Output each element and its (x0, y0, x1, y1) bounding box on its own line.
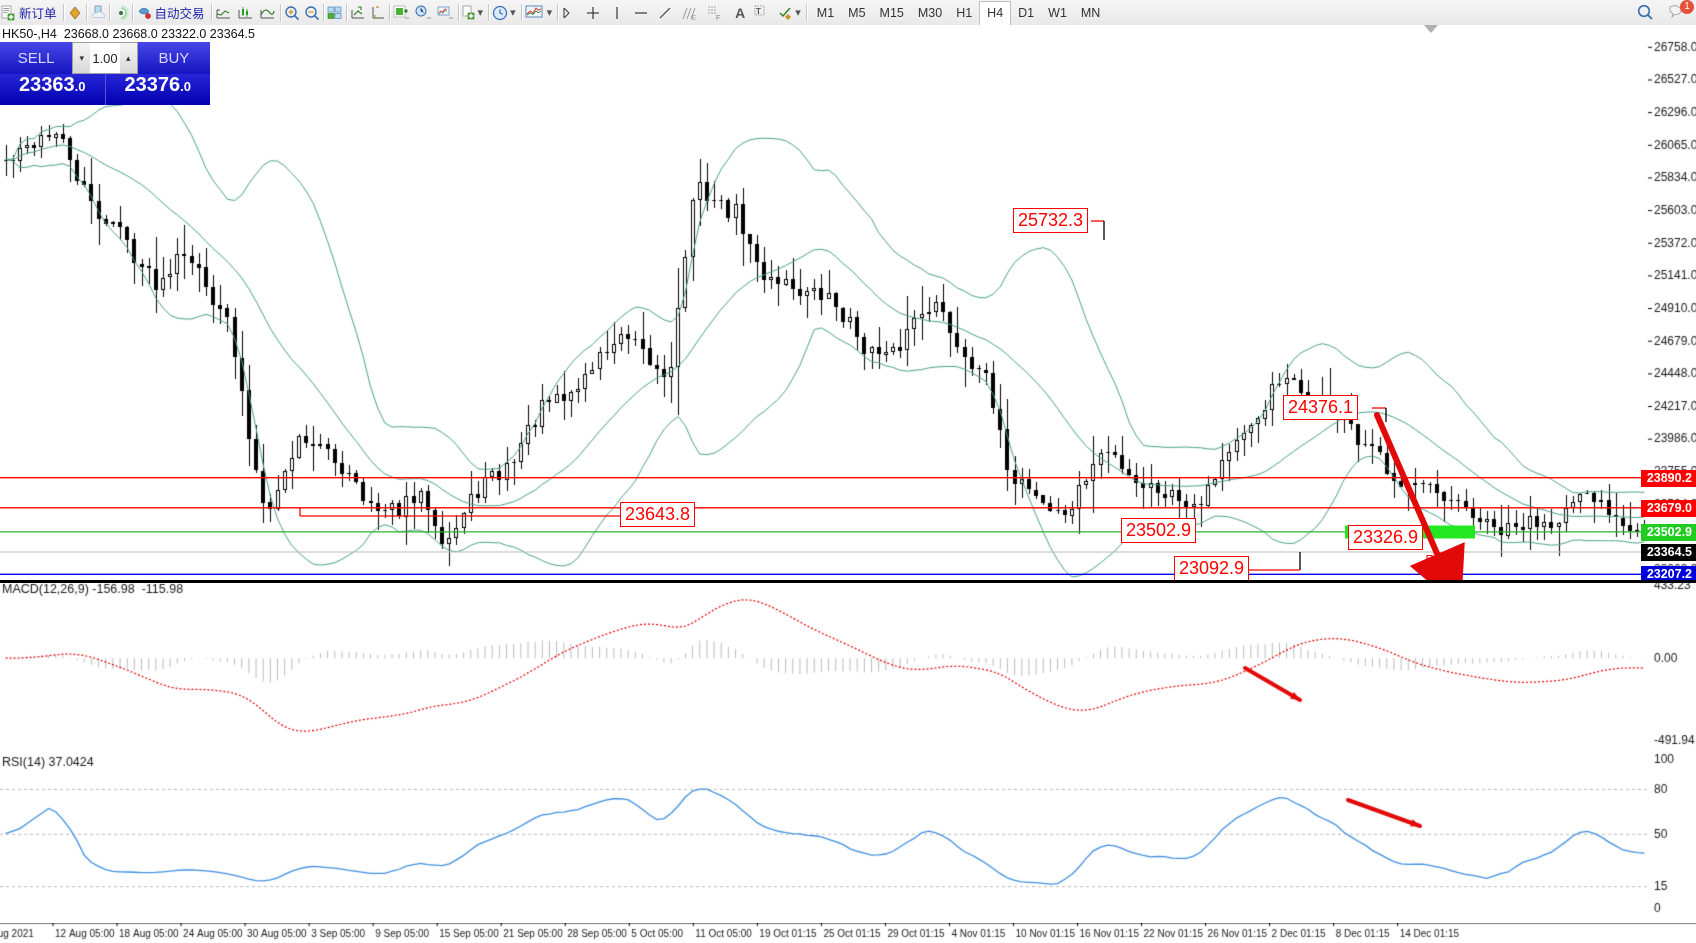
svg-text:E: E (692, 16, 696, 21)
svg-text:F: F (716, 15, 720, 21)
svg-text:T: T (756, 7, 761, 16)
